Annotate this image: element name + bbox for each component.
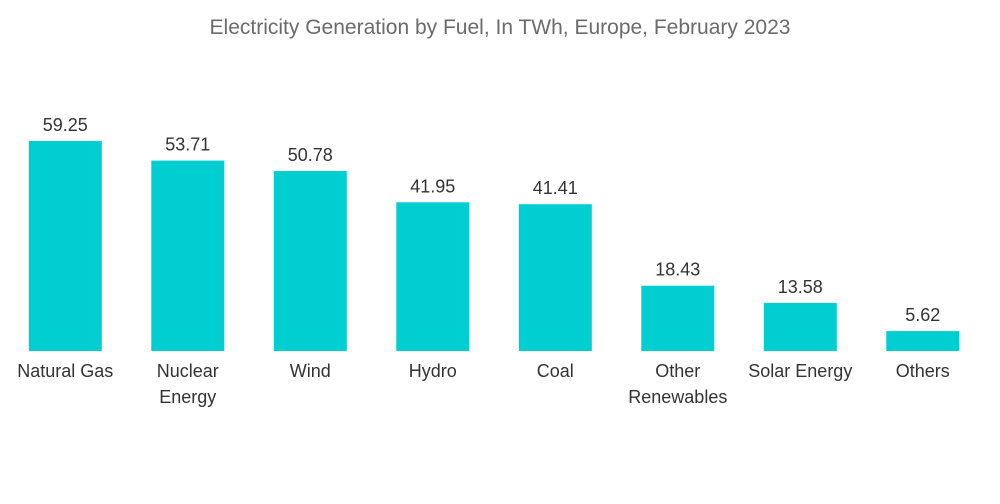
value-label-4: 41.41 — [533, 178, 578, 198]
category-label-0: Natural Gas — [17, 361, 113, 381]
chart-title: Electricity Generation by Fuel, In TWh, … — [209, 16, 791, 39]
value-label-2: 50.78 — [288, 145, 333, 165]
bar-5 — [641, 285, 715, 351]
value-label-6: 13.58 — [778, 277, 823, 297]
bar-6 — [763, 302, 837, 351]
bar-2 — [273, 171, 347, 351]
bar-1 — [151, 160, 225, 351]
bar-3 — [396, 202, 470, 351]
bar-4 — [518, 204, 592, 351]
bars-group — [28, 141, 960, 351]
category-label-7: Others — [896, 361, 950, 381]
value-label-5: 18.43 — [655, 260, 700, 280]
category-label-2: Wind — [290, 361, 331, 381]
category-labels-group: Natural Gas Nuclear Energy Wind Hydro Coal Oth… — [17, 361, 950, 407]
value-label-7: 5.62 — [905, 305, 940, 325]
value-label-1: 53.71 — [165, 135, 210, 155]
value-labels-group: 59.25 53.71 50.78 41.95 41.41 18.43 13.58 5.62 — [43, 115, 941, 325]
category-label-3: Hydro — [409, 361, 457, 381]
category-label-4: Coal — [537, 361, 574, 381]
value-label-3: 41.95 — [410, 176, 455, 196]
category-label-6: Solar Energy — [748, 361, 852, 381]
category-label-1: Nuclear Energy — [157, 361, 219, 407]
category-label-5: Other Renewables — [628, 361, 727, 407]
bar-7 — [886, 331, 960, 351]
bar-0 — [28, 141, 102, 351]
value-label-0: 59.25 — [43, 115, 88, 135]
